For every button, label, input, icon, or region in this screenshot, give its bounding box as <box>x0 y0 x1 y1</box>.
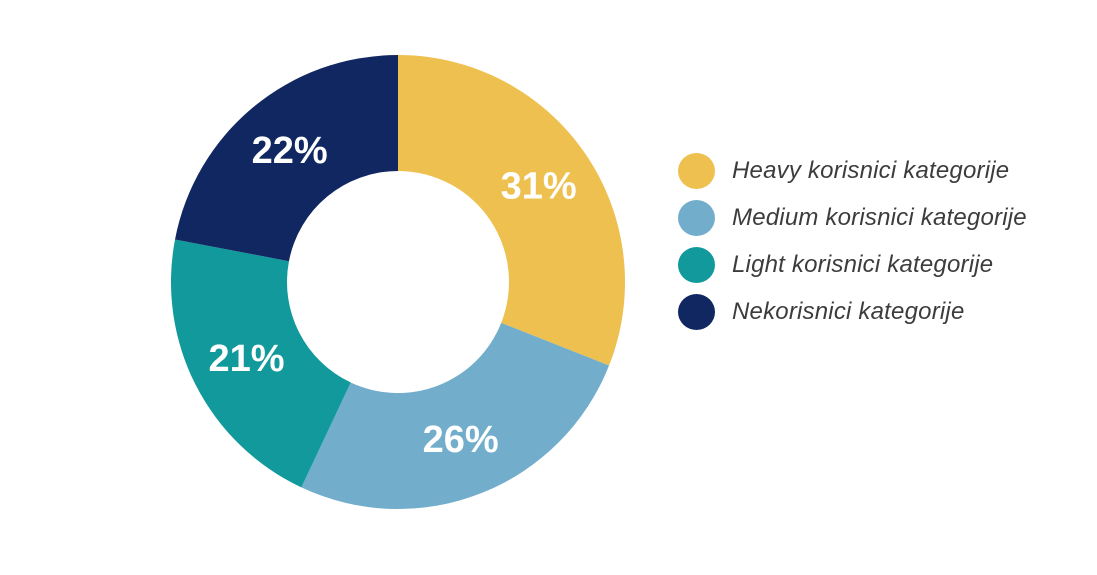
slice-label-3: 22% <box>252 130 328 172</box>
legend-label-heavy: Heavy korisnici kategorije <box>732 156 1010 184</box>
chart-legend: Heavy korisnici kategorije Medium korisn… <box>678 147 1027 335</box>
slice-label-2: 21% <box>208 338 284 380</box>
slice-label-1: 26% <box>423 419 499 461</box>
legend-swatch-icon <box>678 152 715 189</box>
legend-item-light: Light korisnici kategorije <box>678 241 1027 288</box>
legend-swatch-icon <box>678 293 715 330</box>
donut-segment-2 <box>170 239 351 488</box>
donut-segment-0 <box>398 55 625 366</box>
slice-label-0: 31% <box>501 165 577 207</box>
legend-item-nonusers: Nekorisnici kategorije <box>678 288 1027 335</box>
legend-label-nonusers: Nekorisnici kategorije <box>732 297 965 325</box>
legend-label-medium: Medium korisnici kategorije <box>732 203 1027 231</box>
legend-item-medium: Medium korisnici kategorije <box>678 194 1027 241</box>
legend-swatch-icon <box>678 199 715 236</box>
legend-item-heavy: Heavy korisnici kategorije <box>678 147 1027 194</box>
donut-segment-3 <box>175 55 398 262</box>
donut-segment-1 <box>301 322 610 510</box>
legend-swatch-icon <box>678 246 715 283</box>
legend-label-light: Light korisnici kategorije <box>732 250 994 278</box>
